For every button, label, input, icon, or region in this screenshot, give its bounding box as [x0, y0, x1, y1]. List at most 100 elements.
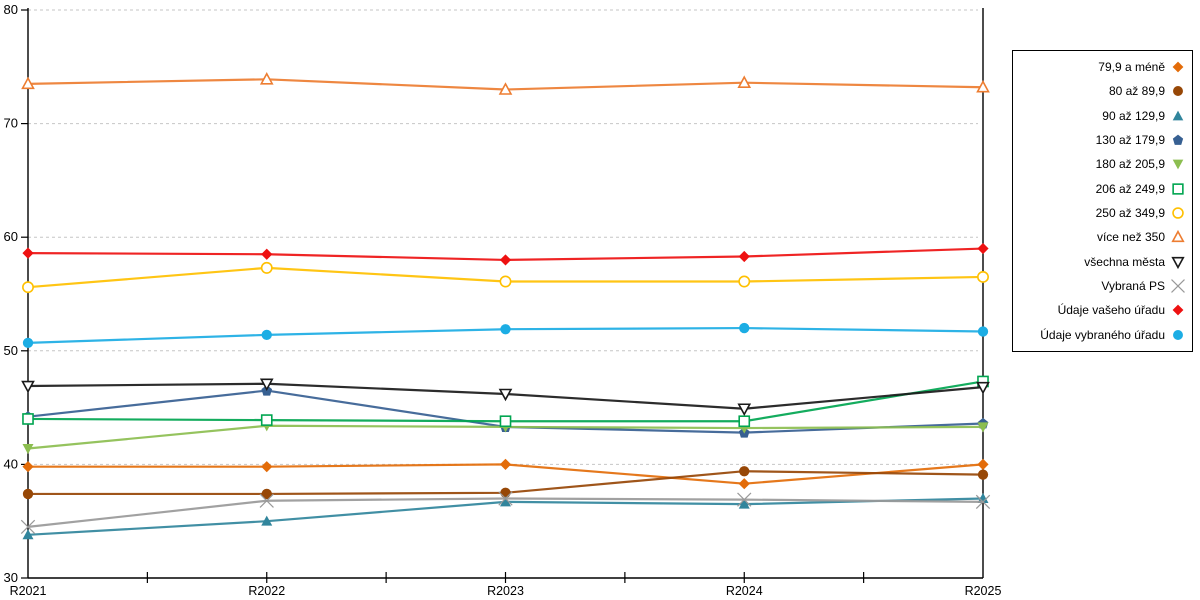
circle-legend-icon	[1173, 329, 1183, 340]
triangle-down-marker	[21, 380, 35, 394]
series-250-a-349-9	[22, 261, 989, 294]
triangle-down-marker	[259, 378, 274, 392]
triangle-up-marker	[22, 529, 34, 540]
triangle-up-marker	[1171, 230, 1185, 243]
triangle-down-marker	[498, 388, 513, 402]
legend-item[interactable]: Údaje vašeho úřadu	[1017, 298, 1186, 322]
triangle-up-marker	[21, 76, 35, 90]
circle-marker	[1173, 86, 1183, 97]
circle-marker	[1172, 207, 1184, 219]
series--daje-va-eho-adu	[22, 242, 989, 266]
series-79-9-a-m-n-	[22, 458, 989, 490]
circle-marker	[499, 275, 512, 288]
legend-item[interactable]: více než 350	[1017, 225, 1186, 249]
y-tick-label: 40	[4, 456, 18, 471]
square-marker	[1172, 183, 1184, 195]
legend-label: více než 350	[1096, 230, 1165, 245]
triangle-up-marker	[261, 515, 273, 526]
y-tick-label: 80	[4, 2, 18, 17]
legend-item[interactable]: Vybraná PS	[1017, 274, 1186, 298]
x-marker	[975, 494, 991, 510]
circle-legend-icon	[1173, 86, 1183, 97]
circle-marker	[261, 488, 272, 500]
x-marker	[20, 519, 36, 535]
triangle-up-marker	[500, 496, 511, 507]
diamond-marker	[261, 248, 273, 260]
circle-marker	[977, 326, 989, 337]
diamond-marker	[22, 461, 34, 473]
triangle-up-marker	[1172, 110, 1184, 121]
circle-marker	[261, 329, 272, 341]
diamond-marker	[499, 458, 512, 470]
triangle-up-marker	[259, 72, 274, 85]
legend-label: Údaje vybraného úřadu	[1040, 327, 1165, 342]
diamond-marker	[499, 254, 512, 266]
legend-item[interactable]: 130 až 179,9	[1017, 128, 1186, 152]
circle-marker	[1173, 329, 1183, 340]
legend-label: všechna města	[1084, 254, 1165, 269]
series-90-a-129-9	[22, 492, 989, 540]
square-marker	[499, 415, 512, 428]
triangle-up-marker	[738, 498, 750, 509]
legend-label: 180 až 205,9	[1095, 157, 1165, 172]
x-stroke	[737, 492, 752, 507]
y-tick-label: 60	[4, 229, 18, 244]
legend-label: 79,9 a méně	[1098, 60, 1165, 75]
triangle-up-legend-icon	[1172, 110, 1184, 121]
legend-label: 206 až 249,9	[1095, 181, 1165, 196]
square-marker	[738, 415, 751, 428]
triangle-up-marker	[737, 75, 752, 88]
legend-item[interactable]: 180 až 205,9	[1017, 152, 1186, 176]
square-legend-icon	[1172, 183, 1184, 195]
circle-marker	[977, 271, 989, 283]
legend-label: 90 až 129,9	[1102, 108, 1165, 123]
circle-marker	[22, 488, 34, 500]
series--daje-vybran-ho-adu	[22, 322, 989, 348]
y-tick-label: 70	[4, 116, 18, 131]
diamond-marker	[1172, 61, 1184, 73]
pentagon-legend-icon	[1172, 134, 1184, 146]
x-stroke	[498, 491, 513, 506]
y-tick-label: 30	[4, 570, 18, 585]
legend-label: 80 až 89,9	[1108, 84, 1165, 99]
circle-marker	[260, 261, 273, 274]
legend: 79,9 a méně 80 až 89,9 90 až 129,9 130 až 1…	[1012, 50, 1193, 352]
legend-label: 250 až 349,9	[1095, 206, 1165, 221]
triangle-down-marker	[977, 422, 989, 433]
diamond-marker	[22, 247, 34, 259]
triangle-down-marker	[1171, 256, 1185, 269]
legend-item[interactable]: 79,9 a méně	[1017, 55, 1186, 79]
x-legend-icon	[1171, 279, 1185, 294]
circle-marker	[22, 337, 34, 348]
x-marker	[737, 492, 752, 507]
diamond-legend-icon	[1172, 305, 1184, 316]
triangle-down-legend-icon	[1171, 256, 1185, 269]
triangle-up-legend-icon	[1171, 230, 1185, 243]
diamond-marker	[1172, 305, 1184, 316]
diamond-marker	[977, 458, 989, 470]
y-tick-label: 50	[4, 343, 18, 358]
legend-item[interactable]: 90 až 129,9	[1017, 104, 1186, 128]
legend-item[interactable]: 250 až 349,9	[1017, 201, 1186, 225]
circle-legend-icon	[1172, 207, 1184, 219]
circle-marker	[500, 324, 511, 335]
series-80-a-89-9	[22, 466, 989, 500]
diamond-marker	[977, 242, 989, 255]
pentagon-marker	[1172, 134, 1184, 146]
circle-marker	[739, 466, 750, 477]
circle-marker	[977, 469, 989, 480]
diamond-marker	[738, 478, 750, 490]
triangle-down-marker	[22, 444, 34, 455]
legend-label: Vybraná PS	[1101, 279, 1165, 294]
legend-label: Údaje vašeho úřadu	[1057, 303, 1165, 318]
legend-item[interactable]: všechna města	[1017, 250, 1186, 274]
legend-item[interactable]: 80 až 89,9	[1017, 79, 1186, 103]
legend-item[interactable]: 206 až 249,9	[1017, 177, 1186, 201]
triangle-up-marker	[976, 79, 990, 93]
legend-label: 130 až 179,9	[1095, 133, 1165, 148]
series-v-ce-ne-350	[21, 72, 990, 95]
triangle-up-marker	[977, 492, 989, 503]
legend-item[interactable]: Údaje vybraného úřadu	[1017, 323, 1186, 347]
